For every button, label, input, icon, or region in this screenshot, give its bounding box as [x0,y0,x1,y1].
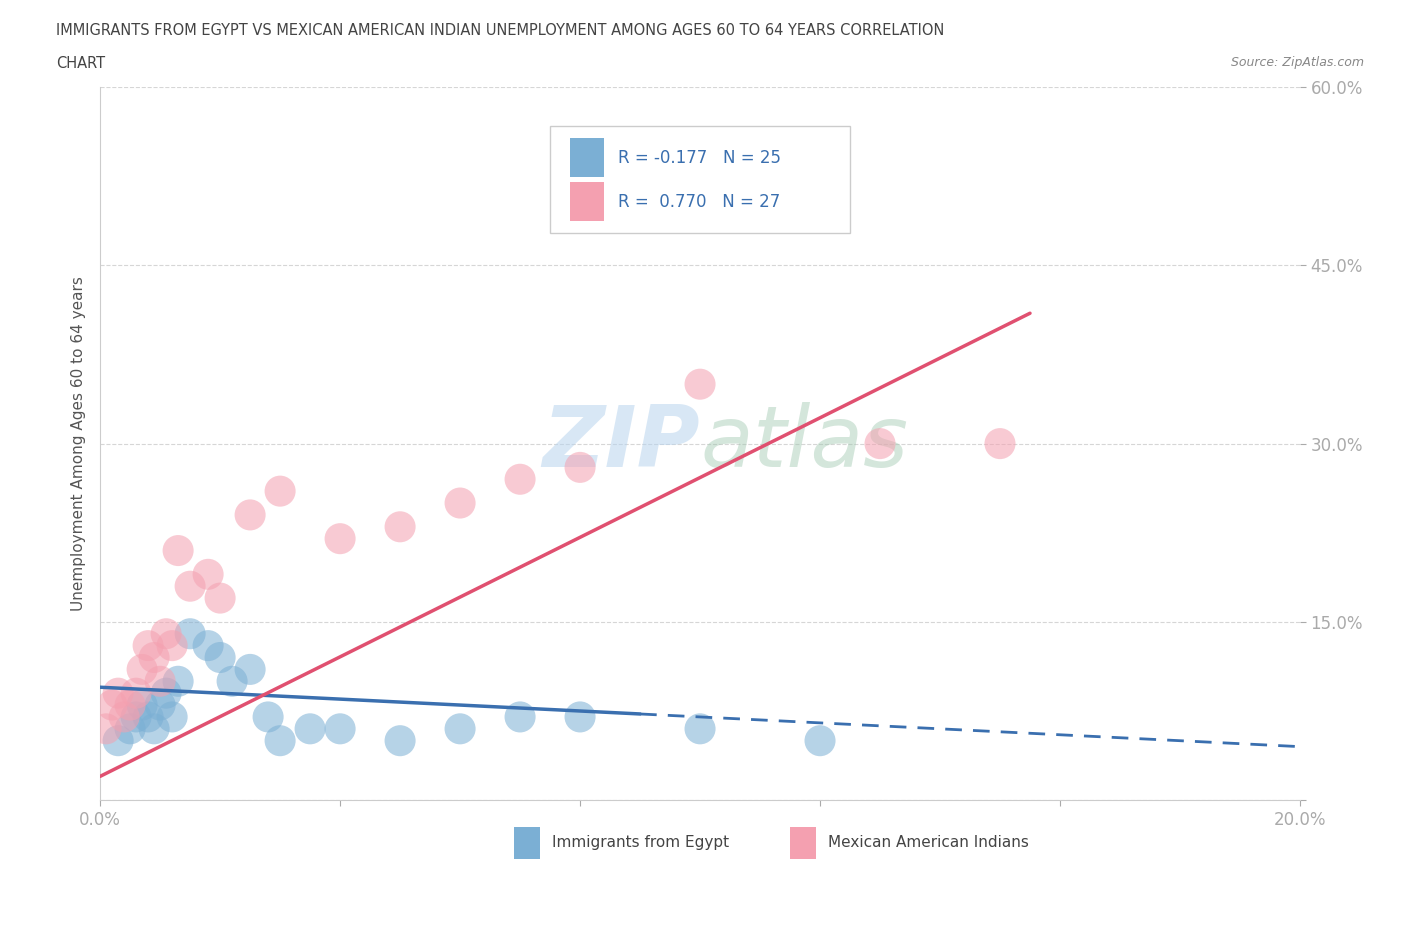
Point [136,710,159,724]
Point [120,722,142,737]
Point [107,733,129,748]
Point [167,543,190,558]
Text: R = -0.177   N = 25: R = -0.177 N = 25 [619,149,782,166]
Point [107,685,129,700]
FancyBboxPatch shape [515,827,540,859]
Point [389,519,412,534]
Point [179,626,201,641]
Point [689,377,711,392]
FancyBboxPatch shape [550,126,851,233]
Text: atlas: atlas [700,402,908,485]
Point [160,710,183,724]
FancyBboxPatch shape [571,182,605,221]
Text: ZIP: ZIP [543,402,700,485]
Point [112,710,135,724]
Point [299,722,322,737]
Point [209,650,232,665]
Point [143,722,166,737]
Point [155,626,177,641]
Point [389,733,412,748]
Point [221,674,243,689]
Point [808,733,831,748]
Y-axis label: Unemployment Among Ages 60 to 64 years: Unemployment Among Ages 60 to 64 years [72,276,86,611]
Point [94,722,117,737]
Point [155,685,177,700]
Text: CHART: CHART [56,56,105,71]
Point [509,710,531,724]
Point [197,638,219,653]
Point [120,698,142,712]
Point [136,638,159,653]
FancyBboxPatch shape [790,827,817,859]
Point [101,698,124,712]
Point [269,484,291,498]
Point [209,591,232,605]
Point [257,710,280,724]
Point [197,567,219,582]
Text: R =  0.770   N = 27: R = 0.770 N = 27 [619,193,780,211]
Text: Source: ZipAtlas.com: Source: ZipAtlas.com [1230,56,1364,69]
Point [149,698,172,712]
Point [569,710,592,724]
FancyBboxPatch shape [571,139,605,178]
Point [125,685,148,700]
Point [179,578,201,593]
Point [509,472,531,486]
Point [131,662,153,677]
Point [239,508,262,523]
Point [239,662,262,677]
Point [988,436,1011,451]
Point [779,187,801,202]
Point [149,674,172,689]
Point [131,698,153,712]
Point [869,436,891,451]
Point [449,722,471,737]
Text: Immigrants from Egypt: Immigrants from Egypt [553,835,730,850]
Point [269,733,291,748]
Point [329,531,352,546]
Point [329,722,352,737]
Text: Mexican American Indians: Mexican American Indians [828,835,1029,850]
Point [449,496,471,511]
Point [569,460,592,475]
Point [167,674,190,689]
Point [160,638,183,653]
Point [143,650,166,665]
Text: IMMIGRANTS FROM EGYPT VS MEXICAN AMERICAN INDIAN UNEMPLOYMENT AMONG AGES 60 TO 6: IMMIGRANTS FROM EGYPT VS MEXICAN AMERICA… [56,23,945,38]
Point [689,722,711,737]
Point [125,710,148,724]
